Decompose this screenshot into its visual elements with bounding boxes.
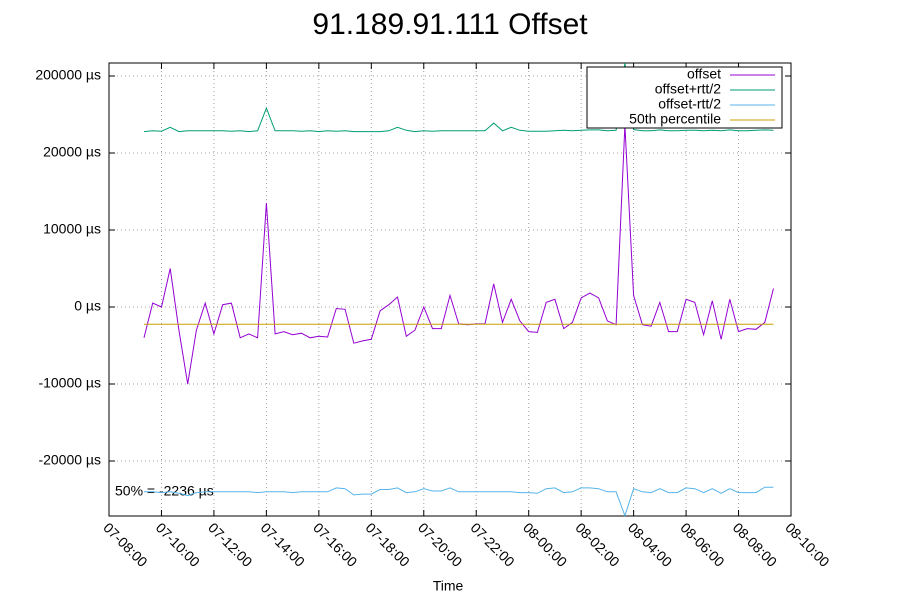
plot-border	[108, 62, 792, 517]
x-tick-label: 07-22:00	[467, 519, 518, 570]
series-line	[143, 125, 774, 385]
x-tick-label: 07-16:00	[310, 519, 361, 570]
chart-title: 91.189.91.111 Offset	[312, 8, 588, 41]
y-tick-label: -10000 µs	[38, 375, 101, 391]
x-tick-label: 07-10:00	[153, 519, 204, 570]
x-tick-label: 08-00:00	[520, 519, 571, 570]
y-tick-label: 200000 µs	[35, 67, 101, 83]
x-tick-label: 08-10:00	[782, 519, 833, 570]
x-tick-label: 07-08:00	[100, 519, 151, 570]
x-tick-label: 07-18:00	[363, 519, 414, 570]
legend-label: offset	[687, 66, 721, 82]
legend-label: offset+rtt/2	[655, 81, 721, 97]
series-line	[143, 63, 774, 133]
series-line	[144, 486, 774, 518]
x-tick-label: 08-02:00	[572, 519, 623, 570]
x-tick-label: 07-20:00	[415, 519, 466, 570]
legend-label: 50th percentile	[629, 111, 721, 127]
x-tick-label: 08-04:00	[625, 519, 676, 570]
y-tick-label: 20000 µs	[43, 144, 101, 160]
x-tick-label: 07-14:00	[258, 519, 309, 570]
y-tick-label: -20000 µs	[38, 452, 101, 468]
y-tick-label: 10000 µs	[43, 221, 101, 237]
x-axis-label: Time	[433, 578, 464, 594]
legend-box	[586, 66, 783, 129]
annotation: 50% = -2236 µs	[115, 483, 214, 499]
legend-label: offset-rtt/2	[658, 96, 721, 112]
x-tick-label: 08-06:00	[677, 519, 728, 570]
x-tick-label: 07-12:00	[205, 519, 256, 570]
x-tick-label: 08-08:00	[730, 519, 781, 570]
y-tick-label: 0 µs	[74, 298, 101, 314]
